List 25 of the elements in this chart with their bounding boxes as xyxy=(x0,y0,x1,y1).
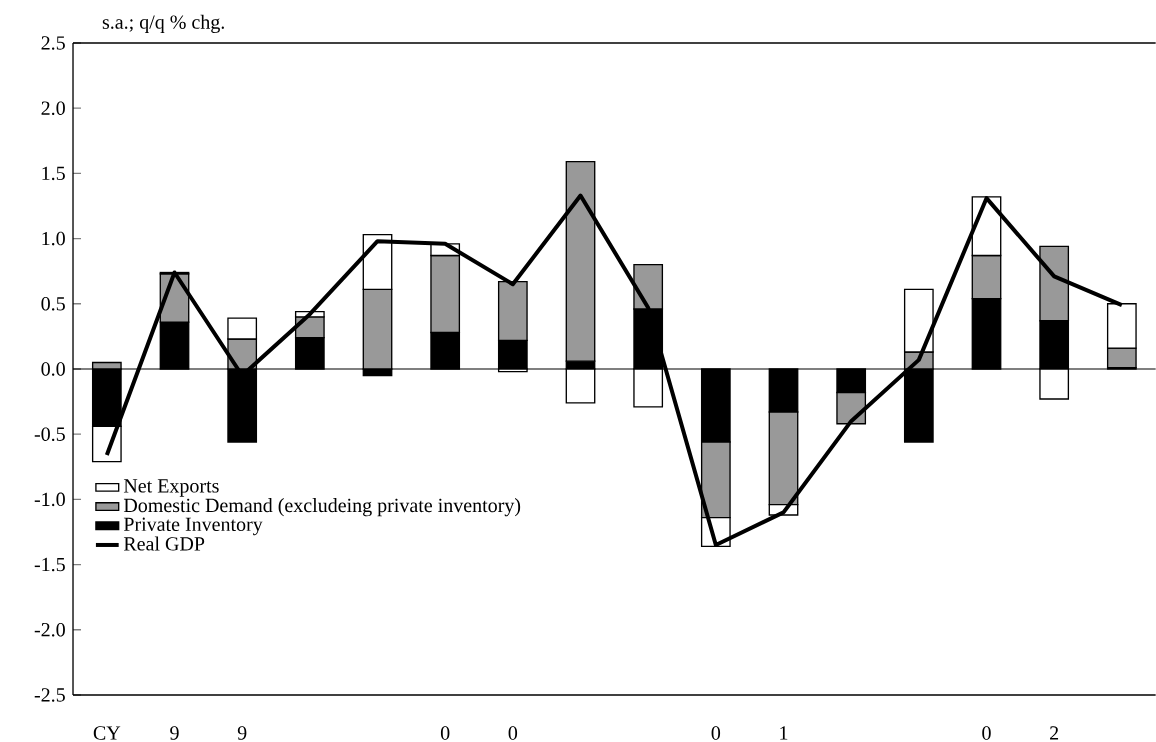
y-tick-label: -1.0 xyxy=(34,492,65,507)
y-tick-label: 0.5 xyxy=(41,297,65,311)
y-tick-label: -1.5 xyxy=(34,557,65,572)
x-tick-label: 9 xyxy=(237,726,247,740)
y-tick-label: 2.0 xyxy=(41,101,65,115)
x-tick-label: 0 xyxy=(711,726,721,740)
legend-label: Real GDP xyxy=(123,536,205,551)
x-tick-label: 0 xyxy=(440,726,450,740)
legend-label: Net Exports xyxy=(123,479,219,497)
x-tick-label: 0 xyxy=(982,726,991,740)
x-tick-label: 0 xyxy=(508,726,518,740)
y-tick-label: 1.5 xyxy=(42,166,65,181)
x-tick-label: CY xyxy=(93,726,121,740)
y-tick-label: -2.5 xyxy=(34,688,65,702)
x-tick-label: 2 xyxy=(1050,726,1059,740)
x-tick-label: 9 xyxy=(170,726,179,740)
y-tick-label: 2.5 xyxy=(41,36,65,50)
y-tick-label: -2.0 xyxy=(34,622,65,637)
y-axis-title: s.a.; q/q % chg. xyxy=(102,14,224,33)
y-tick-label: 1.0 xyxy=(42,231,65,246)
y-tick-label: 0.0 xyxy=(41,362,65,376)
legend-label: Domestic Demand (excludeing private inventory) xyxy=(123,498,521,517)
x-tick-label: 1 xyxy=(780,726,788,740)
y-tick-label: -0.5 xyxy=(34,427,65,441)
legend-label: Private Inventory xyxy=(123,517,263,536)
